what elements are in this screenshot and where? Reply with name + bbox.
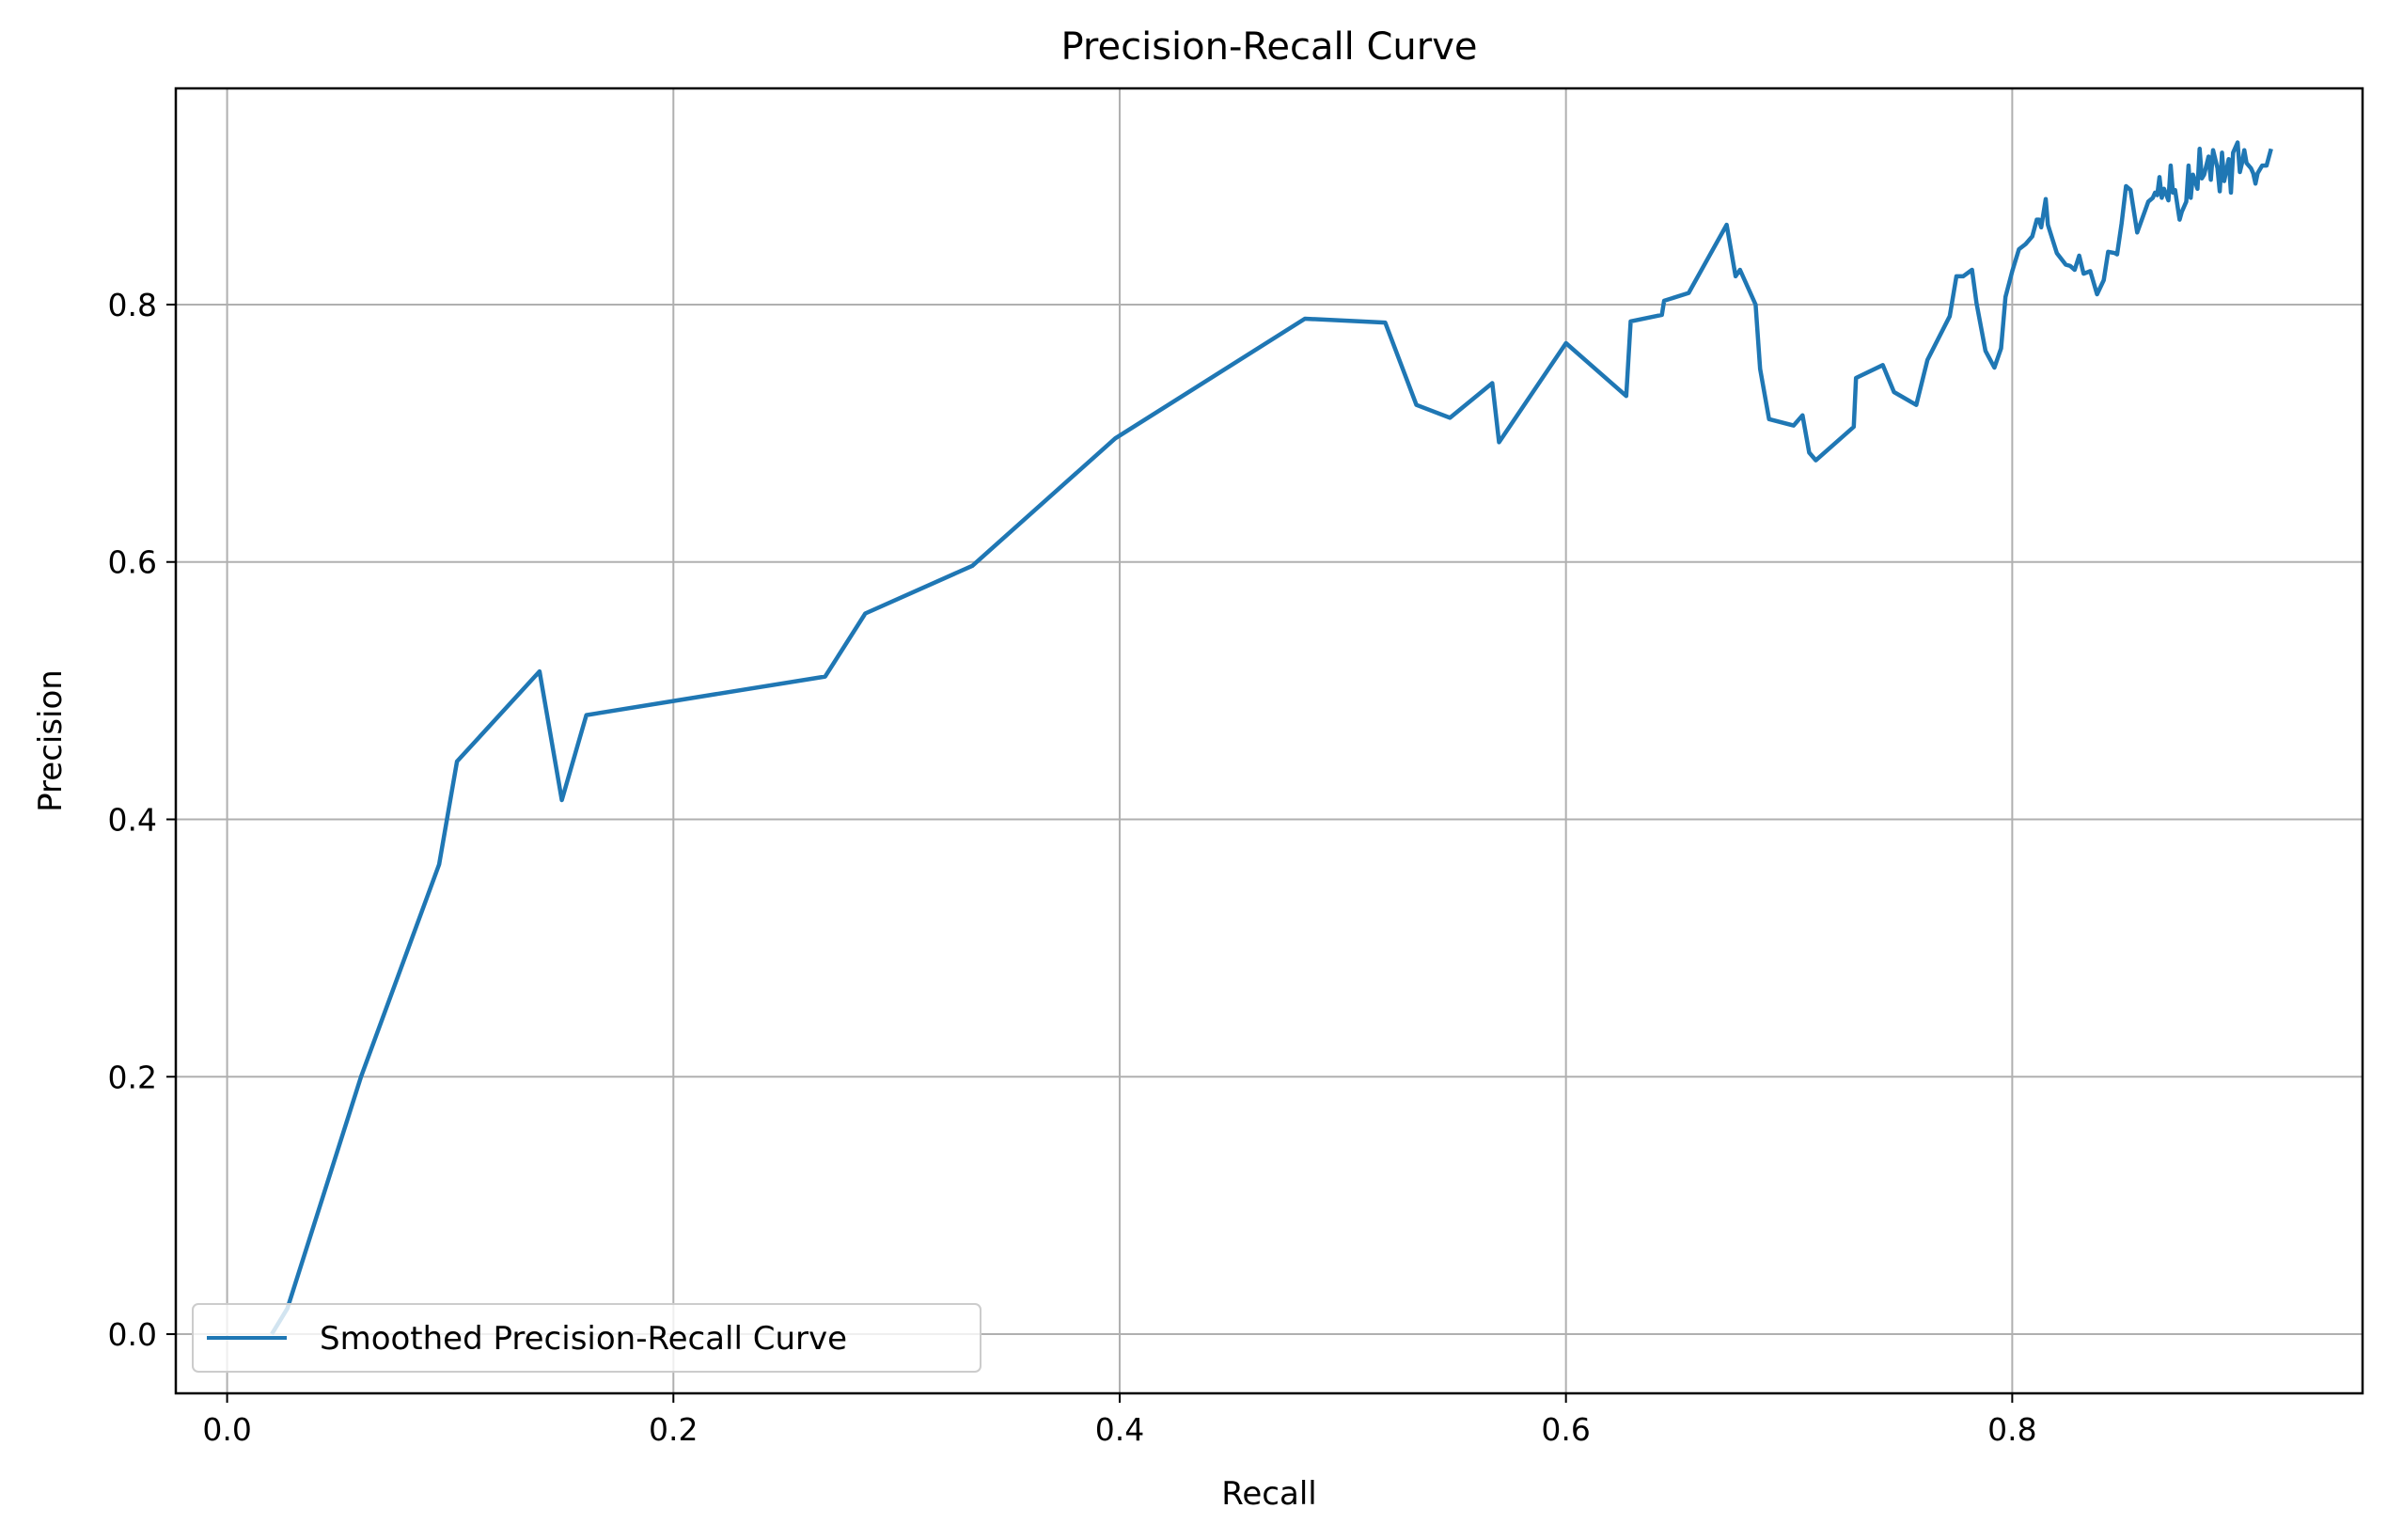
legend-label: Smoothed Precision-Recall Curve (320, 1320, 847, 1358)
x-tick-label: 0.4 (1095, 1411, 1144, 1448)
x-tick-label: 0.0 (202, 1411, 251, 1448)
grid-lines (176, 88, 2363, 1393)
x-tick-label: 0.6 (1541, 1411, 1590, 1448)
y-tick-label: 0.2 (108, 1059, 157, 1095)
y-axis-label: Precision (32, 669, 70, 812)
series-line (270, 140, 2273, 1336)
y-tick-label: 0.4 (108, 801, 157, 838)
axis-ticks: 0.0 0.2 0.4 0.6 0.8 0.0 0.2 0.4 0.6 0.8 (108, 287, 2037, 1448)
legend: Smoothed Precision-Recall Curve (192, 1303, 981, 1373)
y-tick-label: 0.6 (108, 544, 157, 581)
y-tick-label: 0.0 (108, 1316, 157, 1353)
legend-box (192, 1303, 981, 1373)
chart-title: Precision-Recall Curve (1061, 25, 1478, 69)
series-layer (270, 140, 2273, 1336)
plot-frame (174, 86, 2364, 1395)
x-tick-label: 0.8 (1987, 1411, 2036, 1448)
x-axis-label: Recall (1221, 1475, 1316, 1513)
y-tick-label: 0.8 (108, 287, 157, 323)
x-tick-label: 0.2 (649, 1411, 698, 1448)
